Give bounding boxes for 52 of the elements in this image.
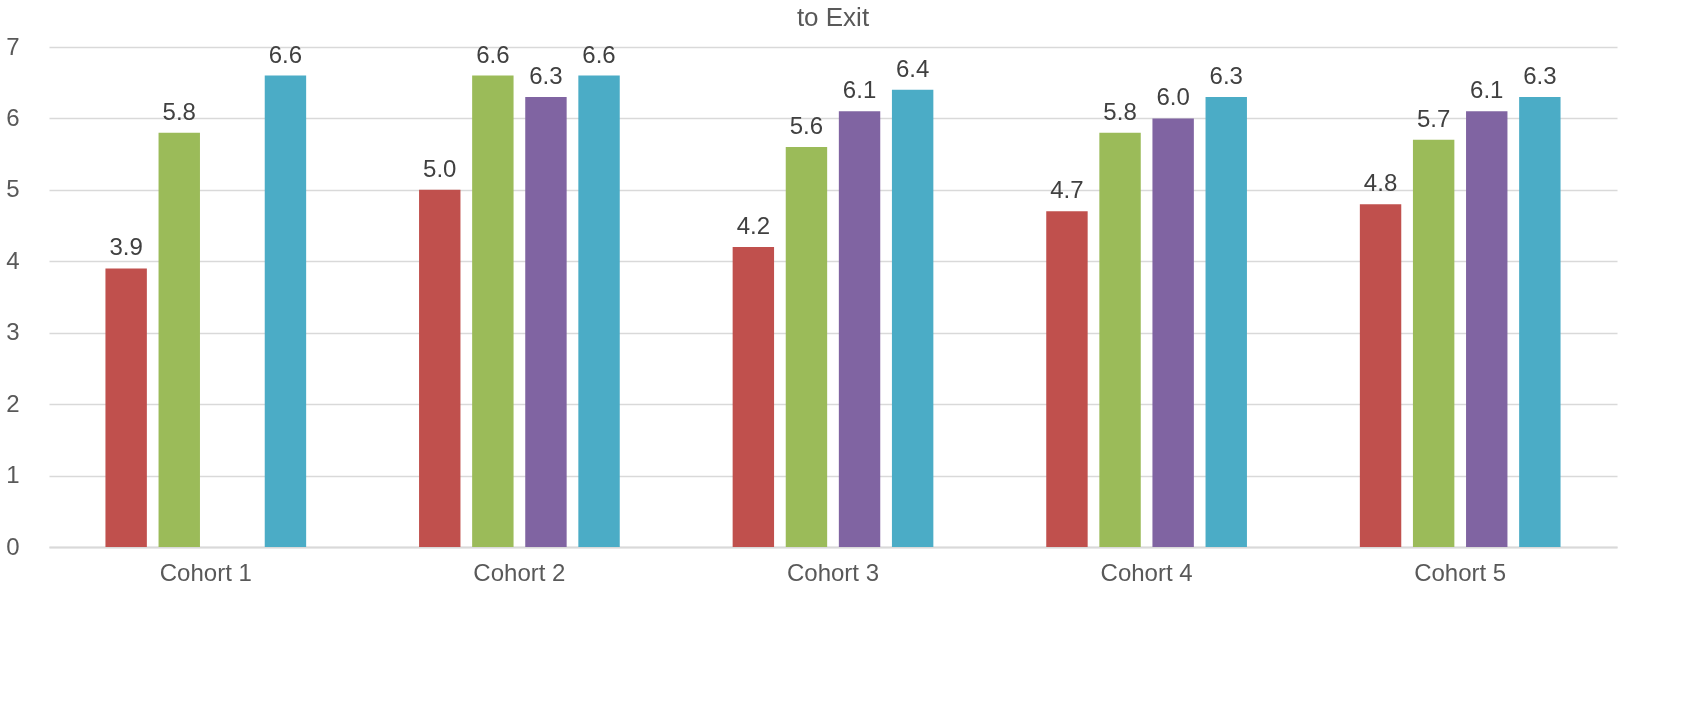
bar	[838, 111, 881, 547]
bar	[1099, 132, 1141, 547]
data-label: 5.7	[1416, 104, 1451, 132]
data-label: 6.1	[1470, 76, 1504, 104]
data-label: 4.2	[736, 212, 771, 239]
y-tick-label: 0	[6, 532, 20, 560]
data-label: 6.3	[529, 62, 563, 89]
x-tick-label: Cohort 2	[473, 558, 566, 586]
bar	[1412, 139, 1455, 547]
data-label: 3.9	[109, 233, 143, 261]
data-label: 5.8	[1103, 97, 1137, 125]
data-label: 6.0	[1156, 83, 1190, 111]
y-tick-label: 1	[6, 461, 20, 489]
y-tick-label: 3	[6, 318, 20, 346]
y-tick-label: 4	[6, 246, 20, 274]
data-label: 6.3	[1209, 62, 1243, 89]
bar	[578, 75, 620, 547]
y-tick-label: 6	[6, 103, 20, 131]
y-tick-label: 7	[6, 32, 20, 60]
data-label: 5.6	[789, 112, 824, 139]
bar	[891, 89, 934, 547]
data-label: 6.3	[1523, 62, 1557, 89]
x-tick-label: Cohort 4	[1100, 558, 1193, 586]
bar	[264, 75, 307, 547]
data-label: 6.4	[895, 54, 930, 82]
data-label: 6.6	[268, 40, 303, 68]
bar	[105, 268, 147, 547]
data-label: 4.7	[1050, 176, 1084, 204]
data-label: 6.6	[476, 40, 510, 68]
data-label: 5.0	[423, 154, 457, 182]
data-label: 6.1	[842, 76, 877, 104]
bar	[1152, 118, 1194, 547]
data-label: 6.6	[582, 40, 616, 68]
bar	[1466, 111, 1508, 547]
bar	[1359, 204, 1402, 547]
data-label: 4.8	[1363, 169, 1398, 197]
bar	[1519, 97, 1561, 547]
bar	[472, 75, 514, 547]
x-tick-label: Cohort 3	[786, 558, 880, 586]
x-tick-label: Cohort 1	[159, 558, 252, 586]
bar	[732, 247, 775, 547]
bar	[419, 189, 461, 547]
x-tick-label: Cohort 5	[1414, 558, 1507, 586]
bar	[1046, 211, 1088, 547]
bar	[525, 97, 567, 547]
y-tick-label: 5	[6, 175, 20, 203]
y-tick-label: 2	[6, 389, 20, 417]
data-label: 5.8	[162, 97, 196, 125]
bar	[158, 132, 200, 547]
bar	[1205, 97, 1247, 547]
chart-title: to Exit	[796, 2, 870, 32]
bar	[785, 147, 828, 547]
